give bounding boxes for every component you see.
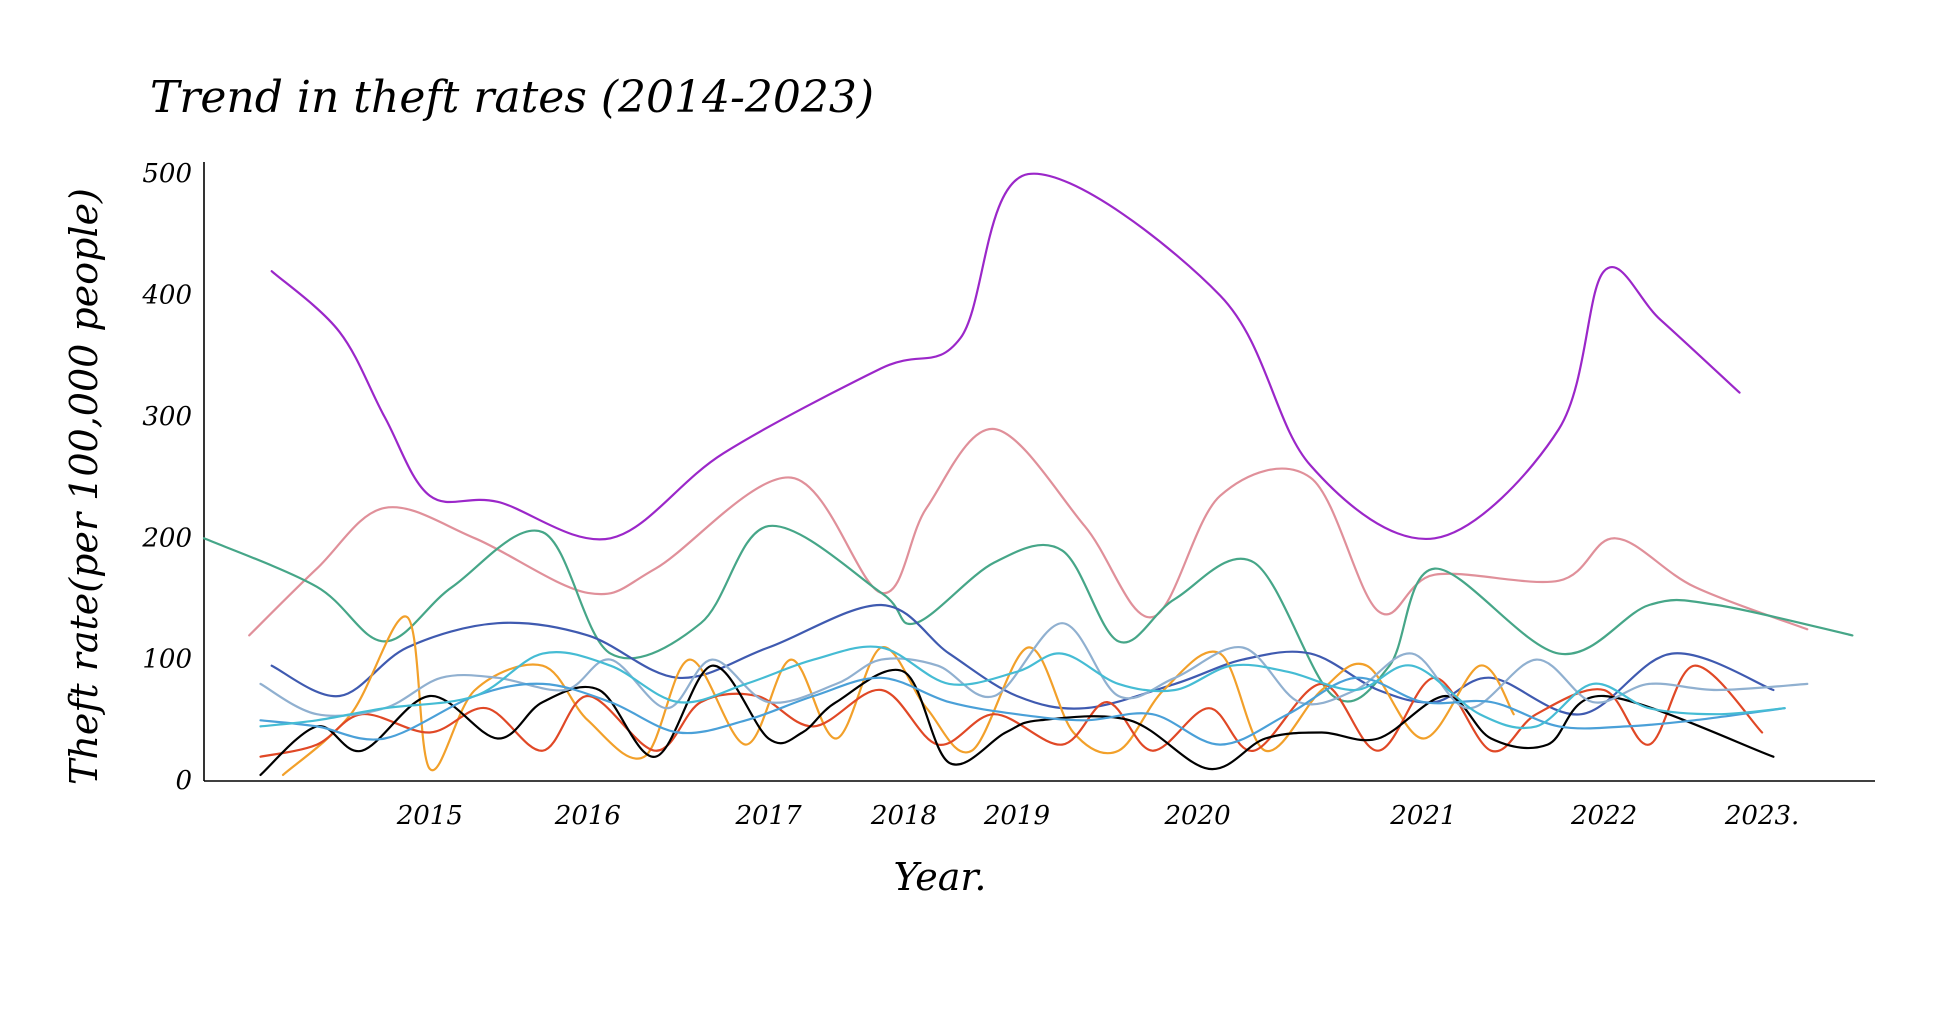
x-tick-label: 2020 (1163, 801, 1230, 831)
y-tick-label: 300 (142, 402, 192, 432)
y-axis-title: Theft rate(per 100,000 people) (62, 188, 106, 785)
series-line-10 (259, 645, 1786, 730)
y-tick-label: 200 (141, 523, 192, 553)
x-tick-label: 2018 (870, 801, 937, 831)
x-tick-label: 2021 (1389, 801, 1456, 831)
x-tick-label: 2023. (1724, 801, 1799, 831)
x-tick-label: 2016 (554, 801, 621, 831)
x-axis-title: Year. (894, 855, 987, 899)
series-line-1 (270, 172, 1741, 541)
y-tick-label: 100 (142, 645, 192, 675)
series-line-9 (259, 676, 1786, 746)
x-tick-label: 2022 (1570, 801, 1637, 831)
series-line-2 (248, 427, 1809, 637)
series-line-4 (270, 603, 1775, 716)
y-tick-label: 0 (175, 766, 192, 796)
x-tick-label: 2019 (983, 801, 1050, 831)
series-line-7 (259, 664, 1775, 776)
x-tick-label: 2015 (396, 801, 463, 831)
series-line-3 (202, 524, 1854, 703)
x-tick-label: 2017 (734, 801, 802, 831)
series-line-6 (259, 664, 1764, 758)
x-tick-labels: 2015 2016 2017 2018 2019 2020 2021 2022 2023. (396, 801, 1800, 831)
series-line-8 (259, 622, 1809, 717)
series-group (202, 172, 1854, 776)
y-tick-labels: 0 100 200 300 400 500 (141, 159, 192, 796)
y-tick-label: 400 (141, 281, 192, 311)
chart-title: Trend in theft rates (2014-2023) (150, 72, 874, 123)
y-tick-label: 500 (142, 159, 192, 189)
